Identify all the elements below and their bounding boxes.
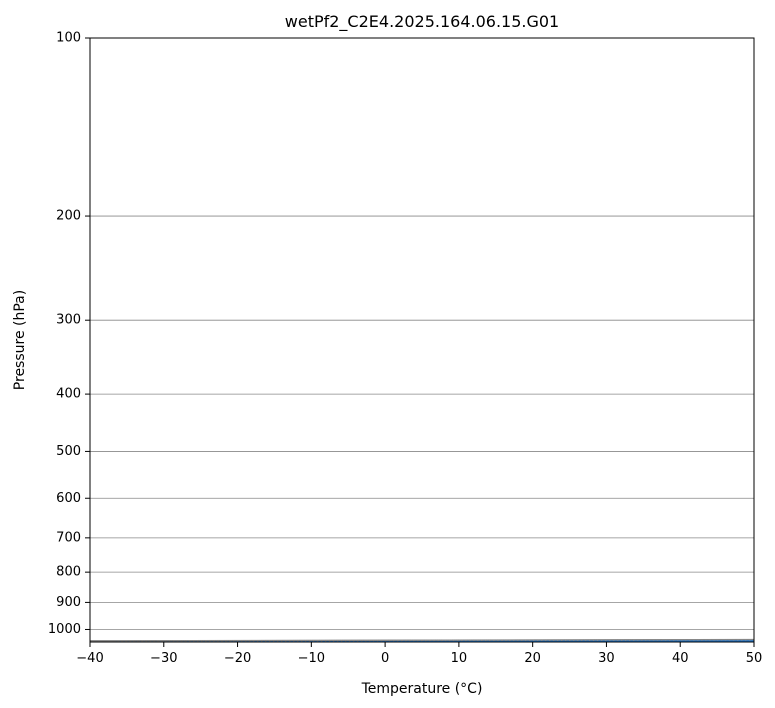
x-tick-label: 50 xyxy=(746,651,763,666)
chart-title: wetPf2_C2E4.2025.164.06.15.G01 xyxy=(285,12,559,32)
y-tick-label: 600 xyxy=(56,491,81,506)
x-tick-label: 10 xyxy=(451,651,468,666)
y-tick-label: 800 xyxy=(56,565,81,580)
y-tick-label: 1000 xyxy=(48,622,81,637)
x-tick-label: −20 xyxy=(224,651,251,666)
x-tick-label: −10 xyxy=(298,651,325,666)
y-tick-label: 500 xyxy=(56,444,81,459)
x-tick-label: −30 xyxy=(150,651,177,666)
x-tick-label: 40 xyxy=(672,651,689,666)
x-tick-label: −40 xyxy=(76,651,103,666)
plot-frame xyxy=(89,37,755,643)
y-tick-label: 300 xyxy=(56,313,81,328)
y-tick-label: 200 xyxy=(56,209,81,224)
y-axis-label: Pressure (hPa) xyxy=(12,290,28,390)
x-tick-label: 0 xyxy=(381,651,389,666)
y-tick-label: 700 xyxy=(56,530,81,545)
x-tick-label: 30 xyxy=(598,651,615,666)
y-tick-label: 400 xyxy=(56,387,81,402)
background-lines xyxy=(90,38,754,642)
axis-ticks: −40 −30 −20 −10 0 10 20 30 40 50 100 200 300 400 500 60… xyxy=(48,31,762,667)
x-axis-label: Temperature (°C) xyxy=(361,681,483,697)
x-tick-label: 20 xyxy=(524,651,541,666)
y-tick-label: 900 xyxy=(56,595,81,610)
y-tick-label: 100 xyxy=(56,31,81,46)
